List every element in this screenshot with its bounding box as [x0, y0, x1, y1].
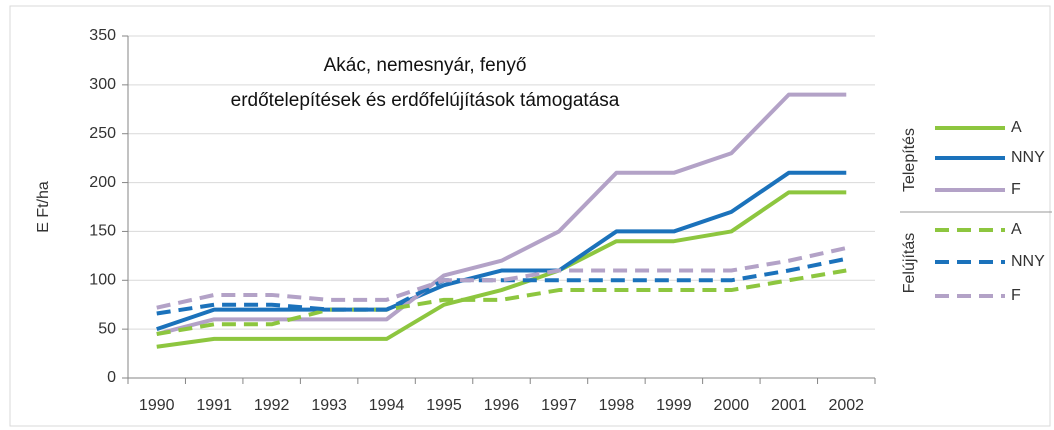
y-tick-label: 100	[89, 272, 116, 289]
x-tick-label: 1994	[369, 397, 405, 414]
series-line	[156, 170, 847, 332]
x-tick-label: 2001	[771, 397, 807, 414]
y-tick-label: 0	[107, 369, 116, 386]
x-tick-label: 1996	[484, 397, 520, 414]
legend-label: NNY	[1011, 253, 1045, 270]
chart-title: Akác, nemesnyár, fenyő	[324, 55, 527, 76]
legend-label: NNY	[1011, 149, 1045, 166]
x-tick-label: 1993	[311, 397, 347, 414]
legend-group-label: Telepítés	[901, 128, 918, 192]
x-tick-label: 1992	[254, 397, 290, 414]
y-tick-label: 250	[89, 125, 116, 142]
series-line	[156, 92, 847, 336]
x-tick-label: 2002	[828, 397, 864, 414]
series-line	[156, 190, 847, 349]
legend-group-label: Felújítás	[901, 233, 918, 293]
series-line	[156, 246, 847, 310]
legend-label: F	[1011, 287, 1021, 304]
legend-label: A	[1011, 221, 1022, 238]
x-tick-label: 1991	[196, 397, 232, 414]
x-tick-label: 1995	[426, 397, 462, 414]
y-tick-label: 50	[98, 320, 116, 337]
y-axis-label: E Ft/ha	[35, 181, 52, 233]
y-tick-label: 200	[89, 174, 116, 191]
x-tick-label: 1990	[139, 397, 175, 414]
x-tick-label: 1998	[599, 397, 635, 414]
y-tick-label: 350	[89, 27, 116, 44]
x-tick-label: 1997	[541, 397, 577, 414]
y-tick-label: 300	[89, 76, 116, 93]
series-line	[156, 256, 847, 316]
legend-label: A	[1011, 119, 1022, 136]
x-tick-label: 1999	[656, 397, 692, 414]
y-tick-label: 150	[89, 223, 116, 240]
x-tick-label: 2000	[714, 397, 750, 414]
legend-label: F	[1011, 181, 1021, 198]
series-line	[156, 268, 847, 337]
chart-title: erdőtelepítések és erdőfelújítások támog…	[231, 90, 620, 111]
chart-frame	[9, 5, 1051, 427]
